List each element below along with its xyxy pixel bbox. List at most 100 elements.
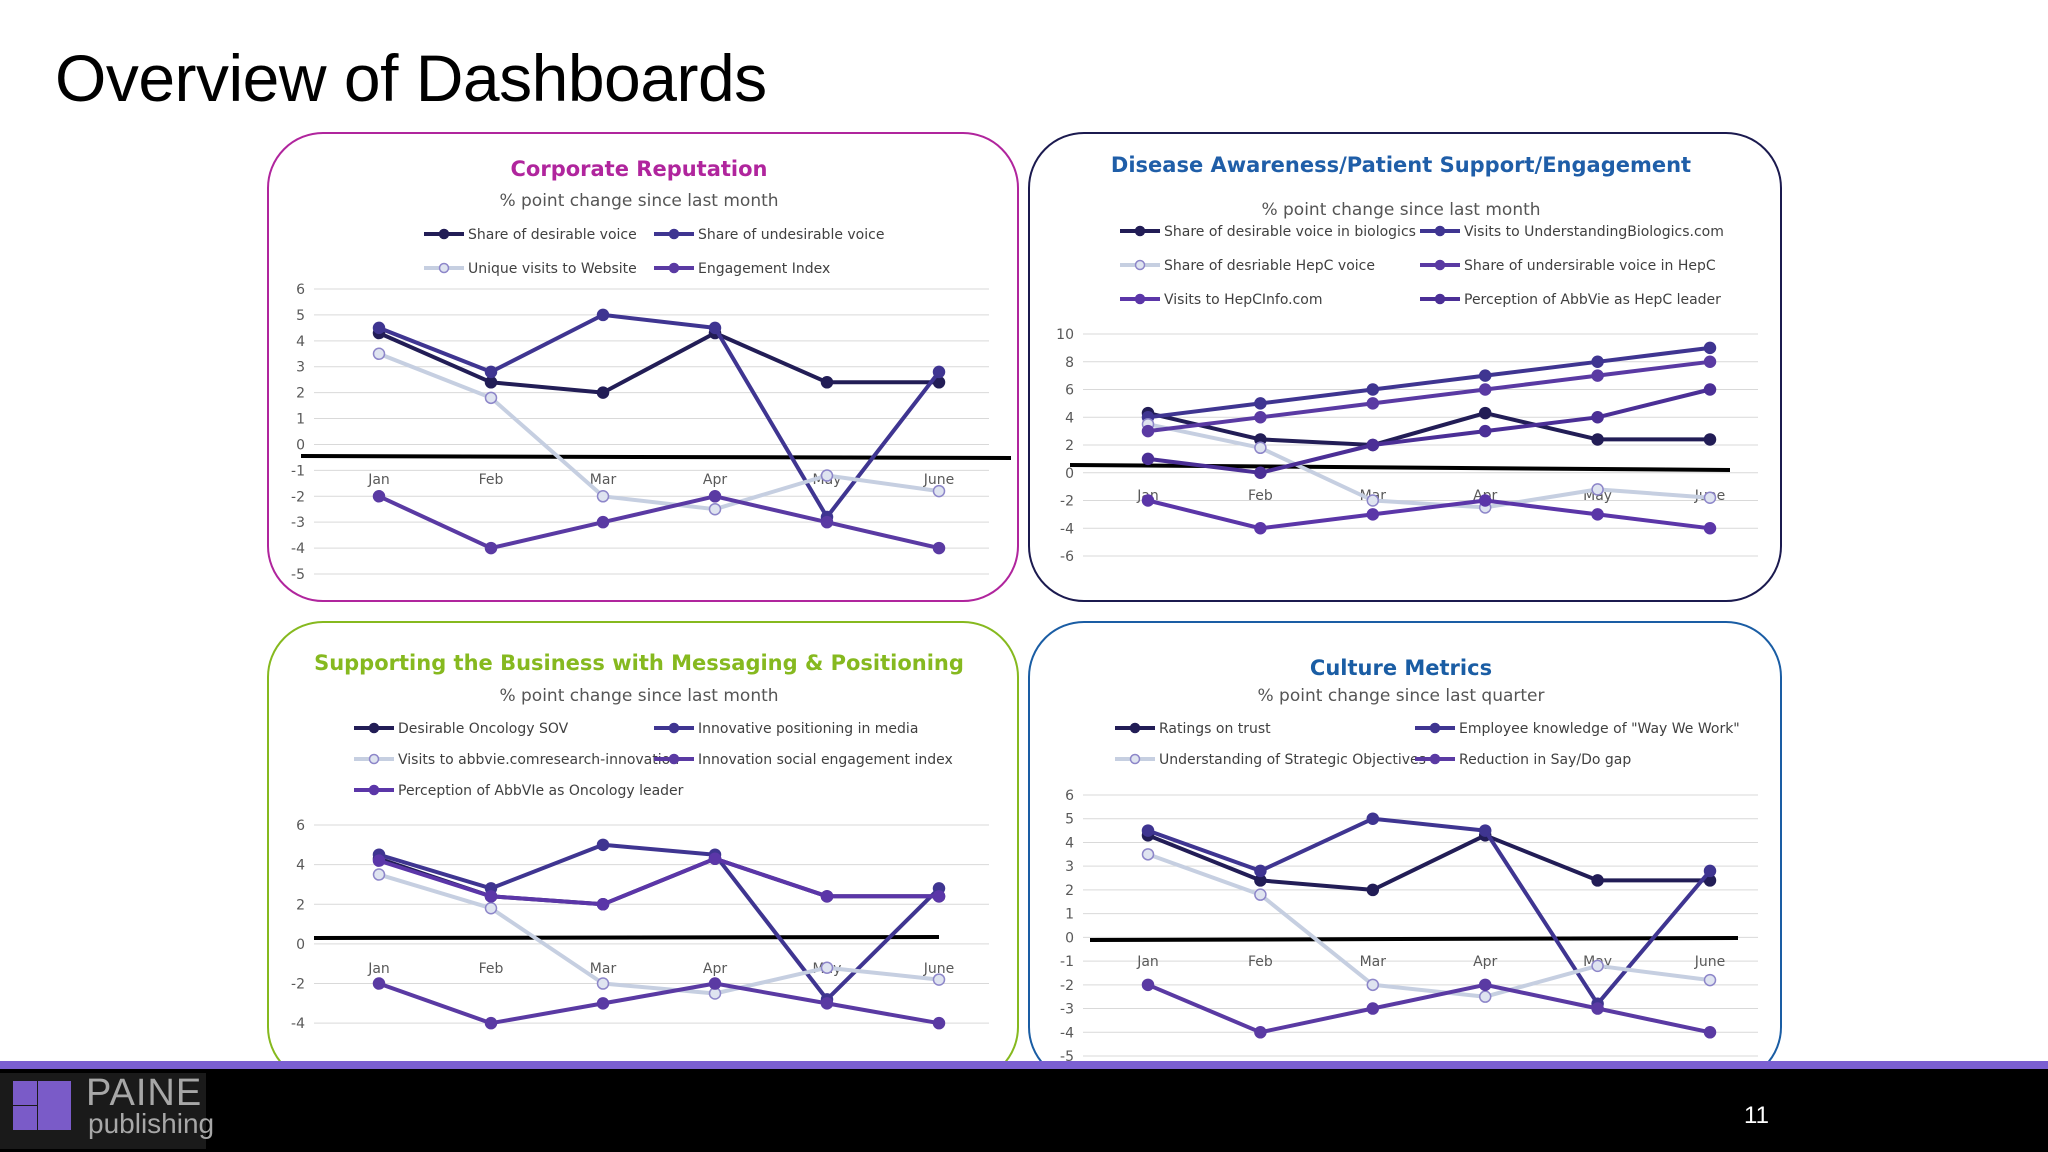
data-point xyxy=(484,391,498,405)
data-point xyxy=(1366,438,1380,452)
data-point xyxy=(1366,383,1380,396)
data-point xyxy=(596,838,610,852)
data-point xyxy=(1703,1026,1717,1039)
y-tick-label: 2 xyxy=(296,897,305,913)
x-tick-label: Feb xyxy=(479,472,504,488)
legend-swatch-marker xyxy=(1134,225,1146,237)
data-point xyxy=(596,308,610,322)
y-tick-label: 8 xyxy=(1065,355,1074,371)
legend-swatch-marker xyxy=(438,262,450,274)
data-point xyxy=(708,977,722,990)
data-point xyxy=(1591,874,1604,887)
data-point xyxy=(1366,494,1380,507)
legend-label: Perception of AbbVIe as Oncology leader xyxy=(398,783,684,799)
legend-label: Desirable Oncology SOV xyxy=(398,721,569,737)
x-tick-label: Mar xyxy=(590,961,617,977)
data-point xyxy=(484,901,498,915)
culture-metrics-chart: Culture Metrics % point change since last… xyxy=(1060,656,1758,1065)
data-point xyxy=(1366,1002,1380,1015)
data-point xyxy=(1366,812,1380,825)
footer-accent-rule xyxy=(0,1061,2048,1069)
series-line xyxy=(1147,345,1711,420)
data-point xyxy=(1141,494,1155,507)
data-point xyxy=(820,961,834,974)
data-point xyxy=(932,973,946,986)
data-point xyxy=(1591,369,1604,382)
y-tick-label: 0 xyxy=(296,937,305,953)
chart-title: Supporting the Business with Messaging &… xyxy=(314,651,964,675)
y-tick-label: -1 xyxy=(1060,954,1074,970)
data-point xyxy=(484,890,498,903)
data-point xyxy=(1254,411,1267,424)
data-point xyxy=(1366,508,1380,521)
x-tick-label: June xyxy=(1694,954,1726,970)
series-line xyxy=(378,856,939,907)
data-point xyxy=(820,890,834,903)
logo-mark xyxy=(13,1081,37,1105)
data-point xyxy=(1478,369,1492,382)
series-line xyxy=(378,494,940,551)
data-point xyxy=(1703,383,1717,396)
legend-swatch-marker xyxy=(1134,293,1146,305)
legend-swatch-marker xyxy=(668,722,680,734)
legend-label: Visits to abbvie.comresearch-innovation xyxy=(398,752,679,768)
data-point xyxy=(932,484,946,498)
legend-label: Unique visits to Website xyxy=(468,261,637,277)
data-point xyxy=(932,541,946,555)
data-point xyxy=(1254,466,1267,479)
y-tick-label: -2 xyxy=(291,489,305,505)
legend-label: Perception of AbbVie as HepC leader xyxy=(1464,292,1721,308)
y-tick-label: 0 xyxy=(1065,930,1074,946)
series-line xyxy=(1147,498,1711,531)
x-tick-label: Jan xyxy=(367,961,390,977)
legend-swatch-marker xyxy=(1434,225,1446,237)
data-point xyxy=(932,890,946,903)
y-tick-label: 4 xyxy=(1065,835,1074,851)
data-point xyxy=(1591,433,1604,446)
data-point xyxy=(820,997,834,1010)
data-point xyxy=(1254,522,1267,535)
x-tick-label: Feb xyxy=(1248,488,1273,504)
legend-swatch-marker xyxy=(1434,293,1446,305)
y-tick-label: 6 xyxy=(1065,383,1074,399)
legend-label: Innovative positioning in media xyxy=(698,721,918,737)
x-axis-baseline xyxy=(1069,463,1731,472)
legend-swatch-marker xyxy=(368,753,380,765)
series-line xyxy=(1147,816,1712,1006)
data-point xyxy=(1478,494,1492,507)
data-point xyxy=(596,898,610,911)
data-point xyxy=(1591,355,1604,368)
y-tick-label: -4 xyxy=(1060,1025,1074,1041)
data-point xyxy=(484,365,498,379)
legend-label: Visits to UnderstandingBiologics.com xyxy=(1464,224,1724,240)
legend-label: Share of undesirable voice xyxy=(698,227,884,243)
data-point xyxy=(1591,483,1604,496)
data-point xyxy=(708,502,722,516)
y-tick-label: 6 xyxy=(1065,788,1074,804)
data-point xyxy=(1591,411,1604,424)
legend-label: Reduction in Say/Do gap xyxy=(1459,752,1631,768)
data-point xyxy=(596,490,610,503)
corporate-reputation-chart: Corporate Reputation % point change since… xyxy=(291,157,1012,583)
y-tick-label: -5 xyxy=(291,567,305,583)
y-tick-label: 6 xyxy=(296,282,305,298)
data-point xyxy=(1254,441,1267,455)
y-tick-label: -4 xyxy=(1060,521,1074,537)
data-point xyxy=(1591,959,1604,973)
x-tick-label: Apr xyxy=(703,472,727,488)
logo-wordmark-top: PAINE xyxy=(86,1072,203,1114)
chart-subtitle: % point change since last month xyxy=(499,686,778,706)
series-line xyxy=(378,331,939,395)
culture-metrics-panel: Culture Metrics % point change since last… xyxy=(1028,621,1782,1083)
legend-swatch-marker xyxy=(1429,722,1441,734)
supporting-business-panel: Supporting the Business with Messaging &… xyxy=(267,621,1019,1083)
y-tick-label: -2 xyxy=(291,977,305,993)
series-line xyxy=(1147,852,1711,999)
data-point xyxy=(372,347,386,361)
data-point xyxy=(484,376,498,389)
data-point xyxy=(1254,864,1267,878)
y-tick-label: -2 xyxy=(1060,978,1074,994)
y-tick-label: -4 xyxy=(291,1016,305,1032)
data-point xyxy=(484,1016,498,1030)
legend-swatch-marker xyxy=(368,784,380,796)
